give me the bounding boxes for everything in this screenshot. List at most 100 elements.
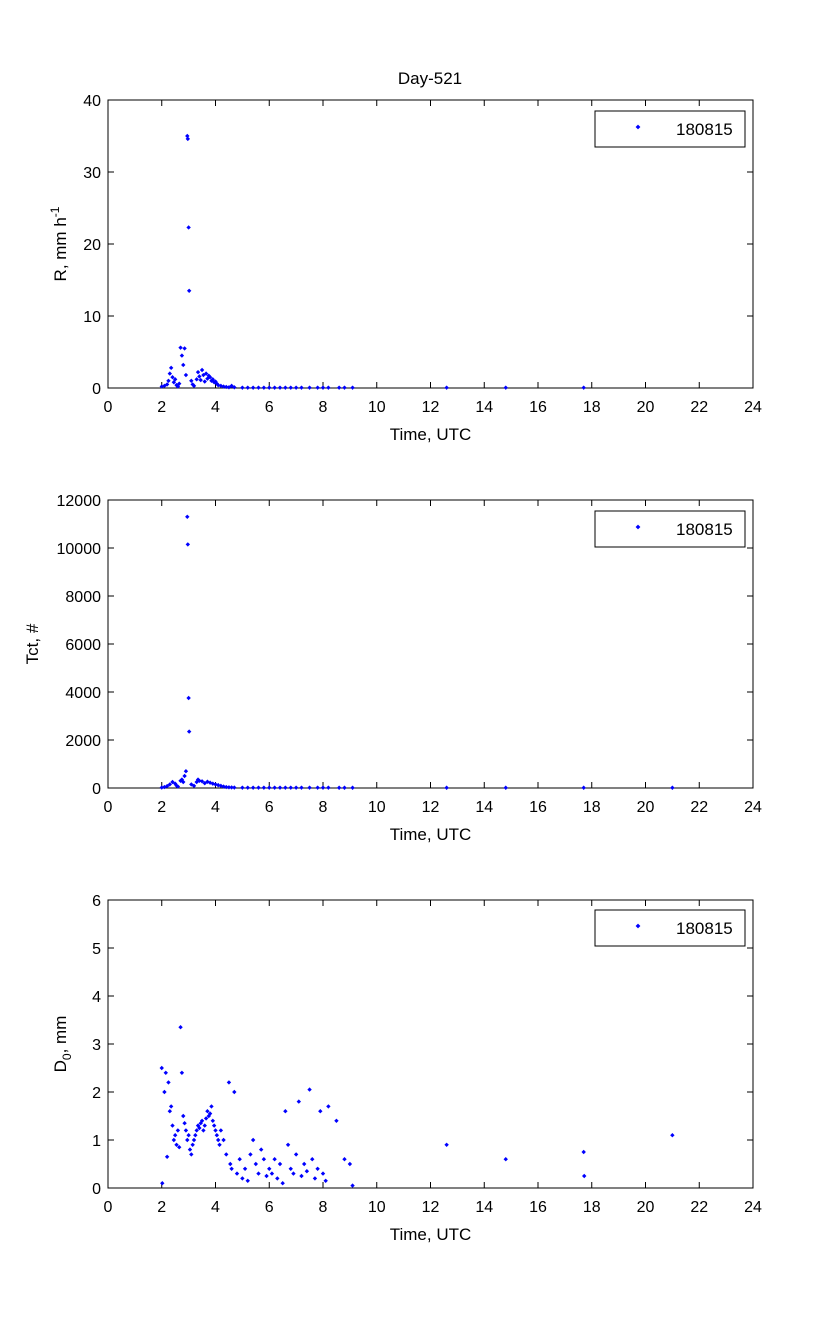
data-point — [326, 385, 331, 390]
y-tick-label: 30 — [83, 165, 101, 182]
data-point — [288, 785, 293, 790]
data-point — [179, 353, 185, 358]
data-point — [582, 1173, 587, 1179]
data-point — [159, 1065, 164, 1071]
data-point — [347, 1161, 353, 1167]
y-tick-label: 12000 — [57, 493, 102, 510]
y-axis: 0 10 20 30 40 — [83, 93, 753, 398]
legend-label: 180815 — [676, 120, 733, 139]
y-tick-label: 0 — [92, 381, 101, 398]
data-point — [218, 1128, 224, 1133]
data-point — [283, 385, 288, 390]
data-point — [232, 385, 237, 390]
data-point — [245, 385, 250, 390]
data-point — [189, 378, 194, 383]
data-point — [250, 785, 256, 790]
data-point — [183, 1128, 189, 1133]
data-point — [190, 382, 195, 387]
data-point — [283, 785, 288, 790]
data-point — [185, 542, 191, 547]
data-point — [226, 785, 232, 790]
x-tick-label: 24 — [744, 799, 762, 816]
data-point — [503, 1157, 508, 1162]
data-point — [221, 384, 226, 389]
x-tick-label: 14 — [475, 1199, 493, 1216]
data-point — [503, 385, 508, 390]
y-tick-label: 6 — [92, 893, 101, 910]
data-point — [167, 782, 173, 787]
data-point — [342, 385, 347, 390]
data-point — [159, 785, 164, 790]
x-tick-label: 2 — [157, 1199, 166, 1216]
data-point — [183, 769, 189, 774]
data-point — [267, 1166, 272, 1171]
data-point — [159, 384, 164, 389]
data-point — [318, 1109, 323, 1114]
x-tick-label: 8 — [319, 1199, 328, 1216]
data-point — [202, 379, 207, 384]
data-point — [444, 1142, 449, 1147]
x-axis: 0 2 4 6 8 10 12 14 16 18 20 22 24 — [104, 100, 762, 416]
data-point — [190, 1142, 195, 1147]
data-point — [194, 1128, 199, 1133]
x-tick-label: 20 — [637, 799, 655, 816]
x-tick-label: 6 — [265, 1199, 274, 1216]
legend-label: 180815 — [676, 919, 733, 938]
x-tick-label: 18 — [583, 399, 601, 416]
x-tick-label: 16 — [529, 799, 547, 816]
x-axis: 0 2 4 6 8 10 12 14 16 18 20 22 24 — [104, 500, 762, 816]
data-point — [503, 785, 508, 790]
data-point — [229, 785, 234, 790]
data-point — [166, 1080, 171, 1085]
data-point — [203, 371, 209, 376]
y-tick-label: 1 — [92, 1133, 101, 1150]
data-point — [195, 1123, 201, 1128]
data-point — [312, 1176, 318, 1181]
data-point — [210, 1118, 216, 1123]
y-tick-label: 4 — [92, 989, 101, 1006]
data-point — [205, 1109, 210, 1114]
data-point — [186, 729, 192, 734]
plot-area — [107, 499, 754, 789]
data-point — [228, 1161, 233, 1167]
data-points — [159, 1025, 675, 1188]
data-point — [215, 1137, 221, 1143]
x-axis-title: Time, UTC — [390, 425, 472, 444]
data-point — [275, 1176, 280, 1181]
figure-title: Day-521 — [398, 69, 462, 88]
data-point — [218, 783, 224, 789]
data-point — [315, 785, 320, 790]
data-point — [177, 381, 182, 386]
data-point — [280, 1181, 285, 1186]
legend-marker — [635, 124, 641, 130]
legend: 180815 — [594, 909, 746, 947]
x-tick-label: 20 — [637, 1199, 655, 1216]
x-tick-label: 2 — [157, 399, 166, 416]
data-point — [177, 1145, 182, 1150]
data-point — [285, 1142, 291, 1147]
data-point — [213, 1128, 218, 1133]
data-point — [326, 1104, 331, 1109]
data-point — [175, 384, 181, 389]
data-point — [172, 377, 178, 382]
panel-total-count: 0 2 4 6 8 10 12 14 16 18 20 22 240200040006000800010… — [23, 493, 762, 844]
data-point — [253, 1161, 259, 1167]
data-point — [237, 1157, 242, 1162]
y-tick-label: 0 — [92, 781, 101, 798]
data-point — [670, 785, 675, 790]
data-point — [194, 377, 199, 382]
data-point — [191, 383, 197, 389]
data-point — [261, 785, 267, 790]
data-point — [189, 782, 194, 787]
x-tick-label: 22 — [690, 799, 708, 816]
data-point — [191, 783, 197, 789]
data-point — [207, 1111, 213, 1116]
data-point — [245, 1178, 250, 1183]
data-point — [256, 785, 261, 790]
data-point — [186, 225, 191, 230]
data-point — [307, 785, 312, 790]
data-point — [168, 1104, 174, 1109]
data-point — [272, 385, 277, 390]
y-axis: 0 1 2 3 4 5 6 — [92, 893, 753, 1198]
x-axis-title: Time, UTC — [390, 825, 472, 844]
